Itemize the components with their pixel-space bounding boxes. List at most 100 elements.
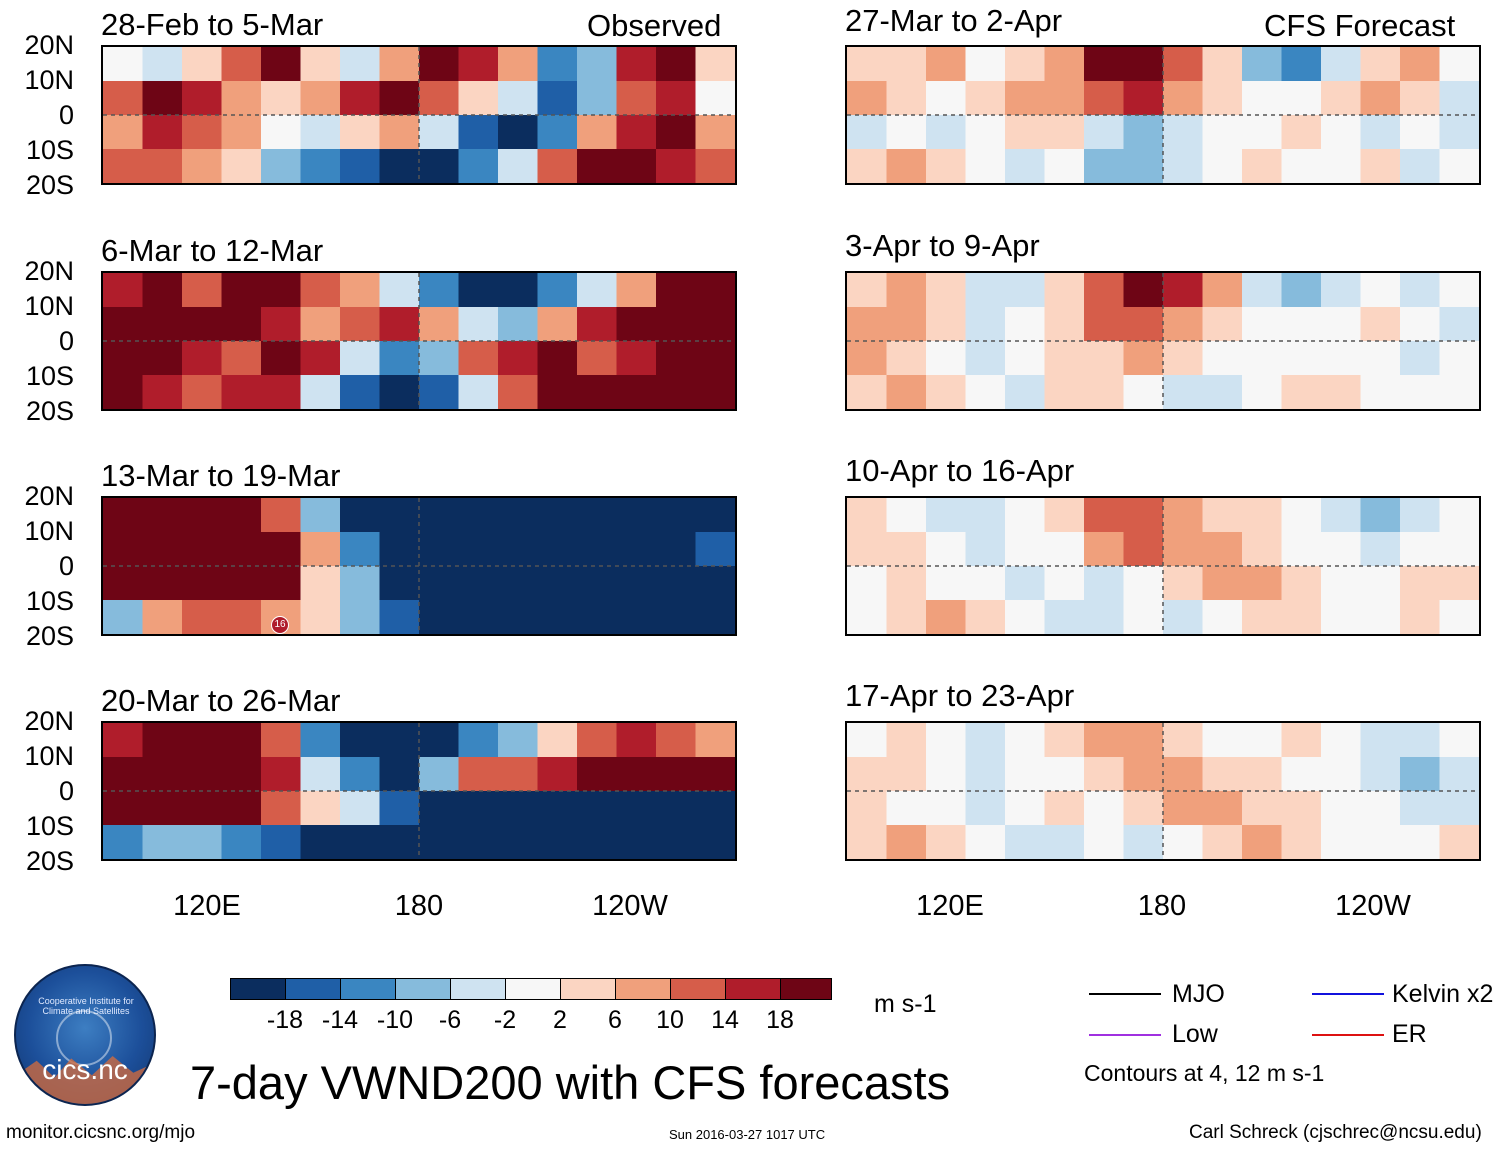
field-cell bbox=[537, 498, 578, 533]
field-cell bbox=[1400, 791, 1441, 826]
field-cell bbox=[1044, 498, 1085, 533]
field-cell bbox=[1281, 600, 1322, 634]
field-cell bbox=[886, 532, 927, 567]
field-cell bbox=[1439, 791, 1479, 826]
field-cell bbox=[300, 757, 341, 792]
field-cell bbox=[1163, 723, 1204, 758]
x-tick-120w-right: 120W bbox=[1335, 890, 1411, 922]
field-cell bbox=[498, 498, 539, 533]
field-cell bbox=[926, 723, 967, 758]
field-cell bbox=[379, 47, 420, 82]
cics-logo: Cooperative Institute for Climate and Sa… bbox=[14, 964, 156, 1106]
field-cell bbox=[695, 532, 735, 567]
field-cell bbox=[1400, 532, 1441, 567]
field-cell bbox=[537, 566, 578, 601]
field-cell bbox=[261, 498, 302, 533]
field-cell bbox=[261, 115, 302, 150]
legend-swatch-kelvin bbox=[1312, 993, 1384, 995]
field-cell bbox=[847, 498, 888, 533]
field-cell bbox=[1360, 307, 1401, 342]
field-cell bbox=[1163, 341, 1204, 376]
footer-url[interactable]: monitor.cicsnc.org/mjo bbox=[6, 1122, 196, 1143]
field-cell bbox=[261, 307, 302, 342]
field-cell bbox=[926, 600, 967, 634]
field-cell bbox=[1281, 149, 1322, 183]
field-cell bbox=[847, 723, 888, 758]
field-cell bbox=[847, 825, 888, 859]
field-cell bbox=[419, 47, 460, 82]
panel-observed-2 bbox=[101, 271, 737, 411]
legend-label-low: Low bbox=[1172, 1020, 1218, 1048]
field-cell bbox=[1163, 566, 1204, 601]
field-cell bbox=[182, 47, 223, 82]
field-cell bbox=[419, 498, 460, 533]
field-cell bbox=[498, 600, 539, 634]
field-cell bbox=[1202, 375, 1243, 409]
field-cell bbox=[103, 566, 144, 601]
field-cell bbox=[300, 825, 341, 859]
field-cell bbox=[1321, 757, 1362, 792]
colorbar-label: -18 bbox=[266, 1006, 304, 1034]
field-cell bbox=[616, 723, 657, 758]
field-cell bbox=[1202, 341, 1243, 376]
field-cell bbox=[926, 273, 967, 308]
field-cell bbox=[616, 149, 657, 183]
field-cell bbox=[1084, 498, 1125, 533]
field-cell bbox=[1281, 566, 1322, 601]
y-tick-20n: 20N bbox=[24, 30, 74, 60]
field-cell bbox=[182, 723, 223, 758]
field-cell bbox=[1360, 273, 1401, 308]
colorbar-label: -14 bbox=[321, 1006, 359, 1034]
field-cell bbox=[577, 115, 618, 150]
field-cell bbox=[379, 273, 420, 308]
field-cell bbox=[1044, 149, 1085, 183]
field-cell bbox=[300, 273, 341, 308]
colorbar-segment bbox=[340, 978, 396, 1000]
field-cell bbox=[1242, 307, 1283, 342]
field-cell bbox=[847, 791, 888, 826]
field-cell bbox=[1242, 791, 1283, 826]
field-cell bbox=[537, 273, 578, 308]
field-cell bbox=[379, 791, 420, 826]
logo-globe-icon bbox=[56, 1010, 112, 1066]
y-tick-20s: 20S bbox=[25, 396, 74, 426]
field-cell bbox=[1005, 81, 1046, 116]
field-cell bbox=[419, 757, 460, 792]
field-cell bbox=[1202, 566, 1243, 601]
field-cell bbox=[300, 498, 341, 533]
cfs-forecast-label: CFS Forecast bbox=[1264, 8, 1456, 43]
field-cell bbox=[695, 149, 735, 183]
field-cell bbox=[458, 723, 499, 758]
field-cell bbox=[498, 115, 539, 150]
field-cell bbox=[1005, 566, 1046, 601]
field-cell bbox=[577, 307, 618, 342]
field-cell bbox=[965, 115, 1006, 150]
field-cell bbox=[1123, 791, 1164, 826]
field-cell bbox=[1163, 757, 1204, 792]
field-cell bbox=[142, 757, 183, 792]
field-cell bbox=[1400, 81, 1441, 116]
field-cell bbox=[142, 498, 183, 533]
field-cell bbox=[1084, 115, 1125, 150]
field-cell bbox=[1005, 532, 1046, 567]
field-cell bbox=[1321, 273, 1362, 308]
field-cell bbox=[1400, 566, 1441, 601]
field-cell bbox=[221, 307, 262, 342]
field-cell bbox=[847, 115, 888, 150]
field-cell bbox=[261, 723, 302, 758]
panel-observed-4 bbox=[101, 721, 737, 861]
field-cell bbox=[1005, 47, 1046, 82]
field-cell bbox=[965, 600, 1006, 634]
field-cell bbox=[340, 566, 381, 601]
field-cell bbox=[221, 566, 262, 601]
field-cell bbox=[1439, 566, 1479, 601]
field-cell bbox=[221, 341, 262, 376]
colorbar-segment bbox=[670, 978, 726, 1000]
field-cell bbox=[103, 532, 144, 567]
field-cell bbox=[1321, 600, 1362, 634]
colorbar-segment bbox=[560, 978, 616, 1000]
field-cell bbox=[221, 600, 262, 634]
field-cell bbox=[1044, 47, 1085, 82]
field-cell bbox=[419, 375, 460, 409]
field-cell bbox=[1439, 81, 1479, 116]
